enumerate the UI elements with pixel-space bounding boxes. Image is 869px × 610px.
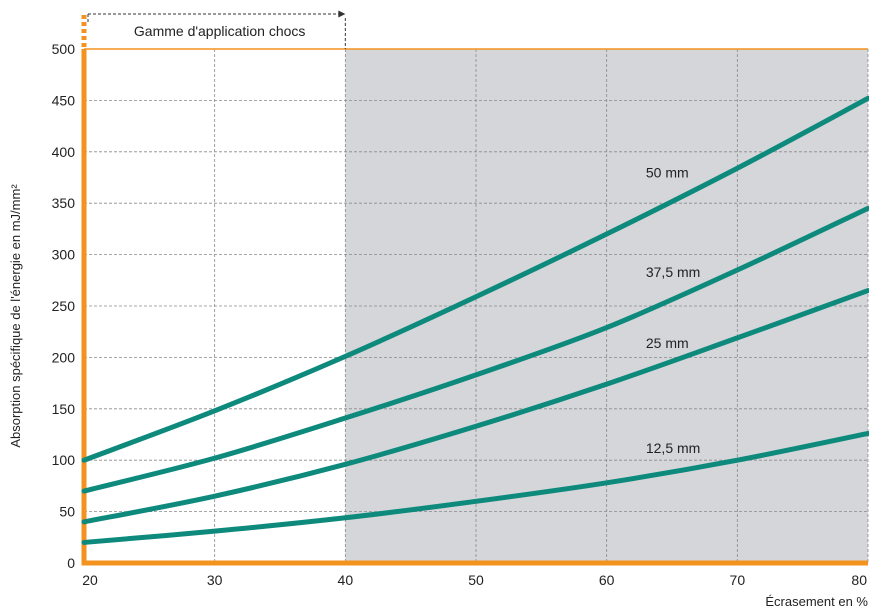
series-label-2: 25 mm	[646, 335, 689, 351]
series-line-3	[81, 430, 869, 545]
x-tick-label: 60	[599, 572, 615, 588]
series-group	[81, 95, 869, 545]
annotation-arrow-head	[338, 10, 346, 18]
y-tick-label: 150	[52, 401, 76, 417]
series-label-3: 12,5 mm	[646, 440, 700, 456]
y-tick-labels: 0 50 100 150 200 250 300 350 400 450 500	[52, 41, 76, 571]
x-tick-label: 50	[468, 572, 484, 588]
y-tick-label: 350	[52, 195, 76, 211]
y-tick-label: 300	[52, 247, 76, 263]
application-range-annotation: Gamme d'application chocs	[87, 10, 346, 49]
series-line-1	[81, 205, 869, 494]
y-tick-label: 500	[52, 41, 76, 57]
x-tick-label: 30	[207, 572, 223, 588]
y-tick-label: 50	[59, 504, 75, 520]
x-tick-label: 40	[338, 572, 354, 588]
y-tick-label: 0	[67, 555, 75, 571]
y-tick-label: 250	[52, 298, 76, 314]
series-label-0: 50 mm	[646, 165, 689, 181]
x-tick-labels: 20 30 40 50 60 70 80	[82, 572, 867, 588]
series-labels: 50 mm 37,5 mm 25 mm 12,5 mm	[646, 165, 700, 457]
x-tick-label: 20	[82, 572, 98, 588]
y-tick-label: 400	[52, 144, 76, 160]
annotation-text: Gamme d'application chocs	[134, 23, 306, 39]
x-tick-label: 80	[851, 572, 867, 588]
series-label-1: 37,5 mm	[646, 264, 700, 280]
y-tick-label: 450	[52, 92, 76, 108]
x-tick-label: 70	[730, 572, 746, 588]
y-tick-label: 100	[52, 452, 76, 468]
x-axis-label: Écrasement en %	[765, 594, 868, 609]
y-axis-label: Absorption spécifique de l'énergie en mJ…	[8, 184, 23, 448]
series-line-2	[81, 288, 869, 525]
y-tick-label: 200	[52, 349, 76, 365]
series-line-0	[81, 95, 869, 463]
